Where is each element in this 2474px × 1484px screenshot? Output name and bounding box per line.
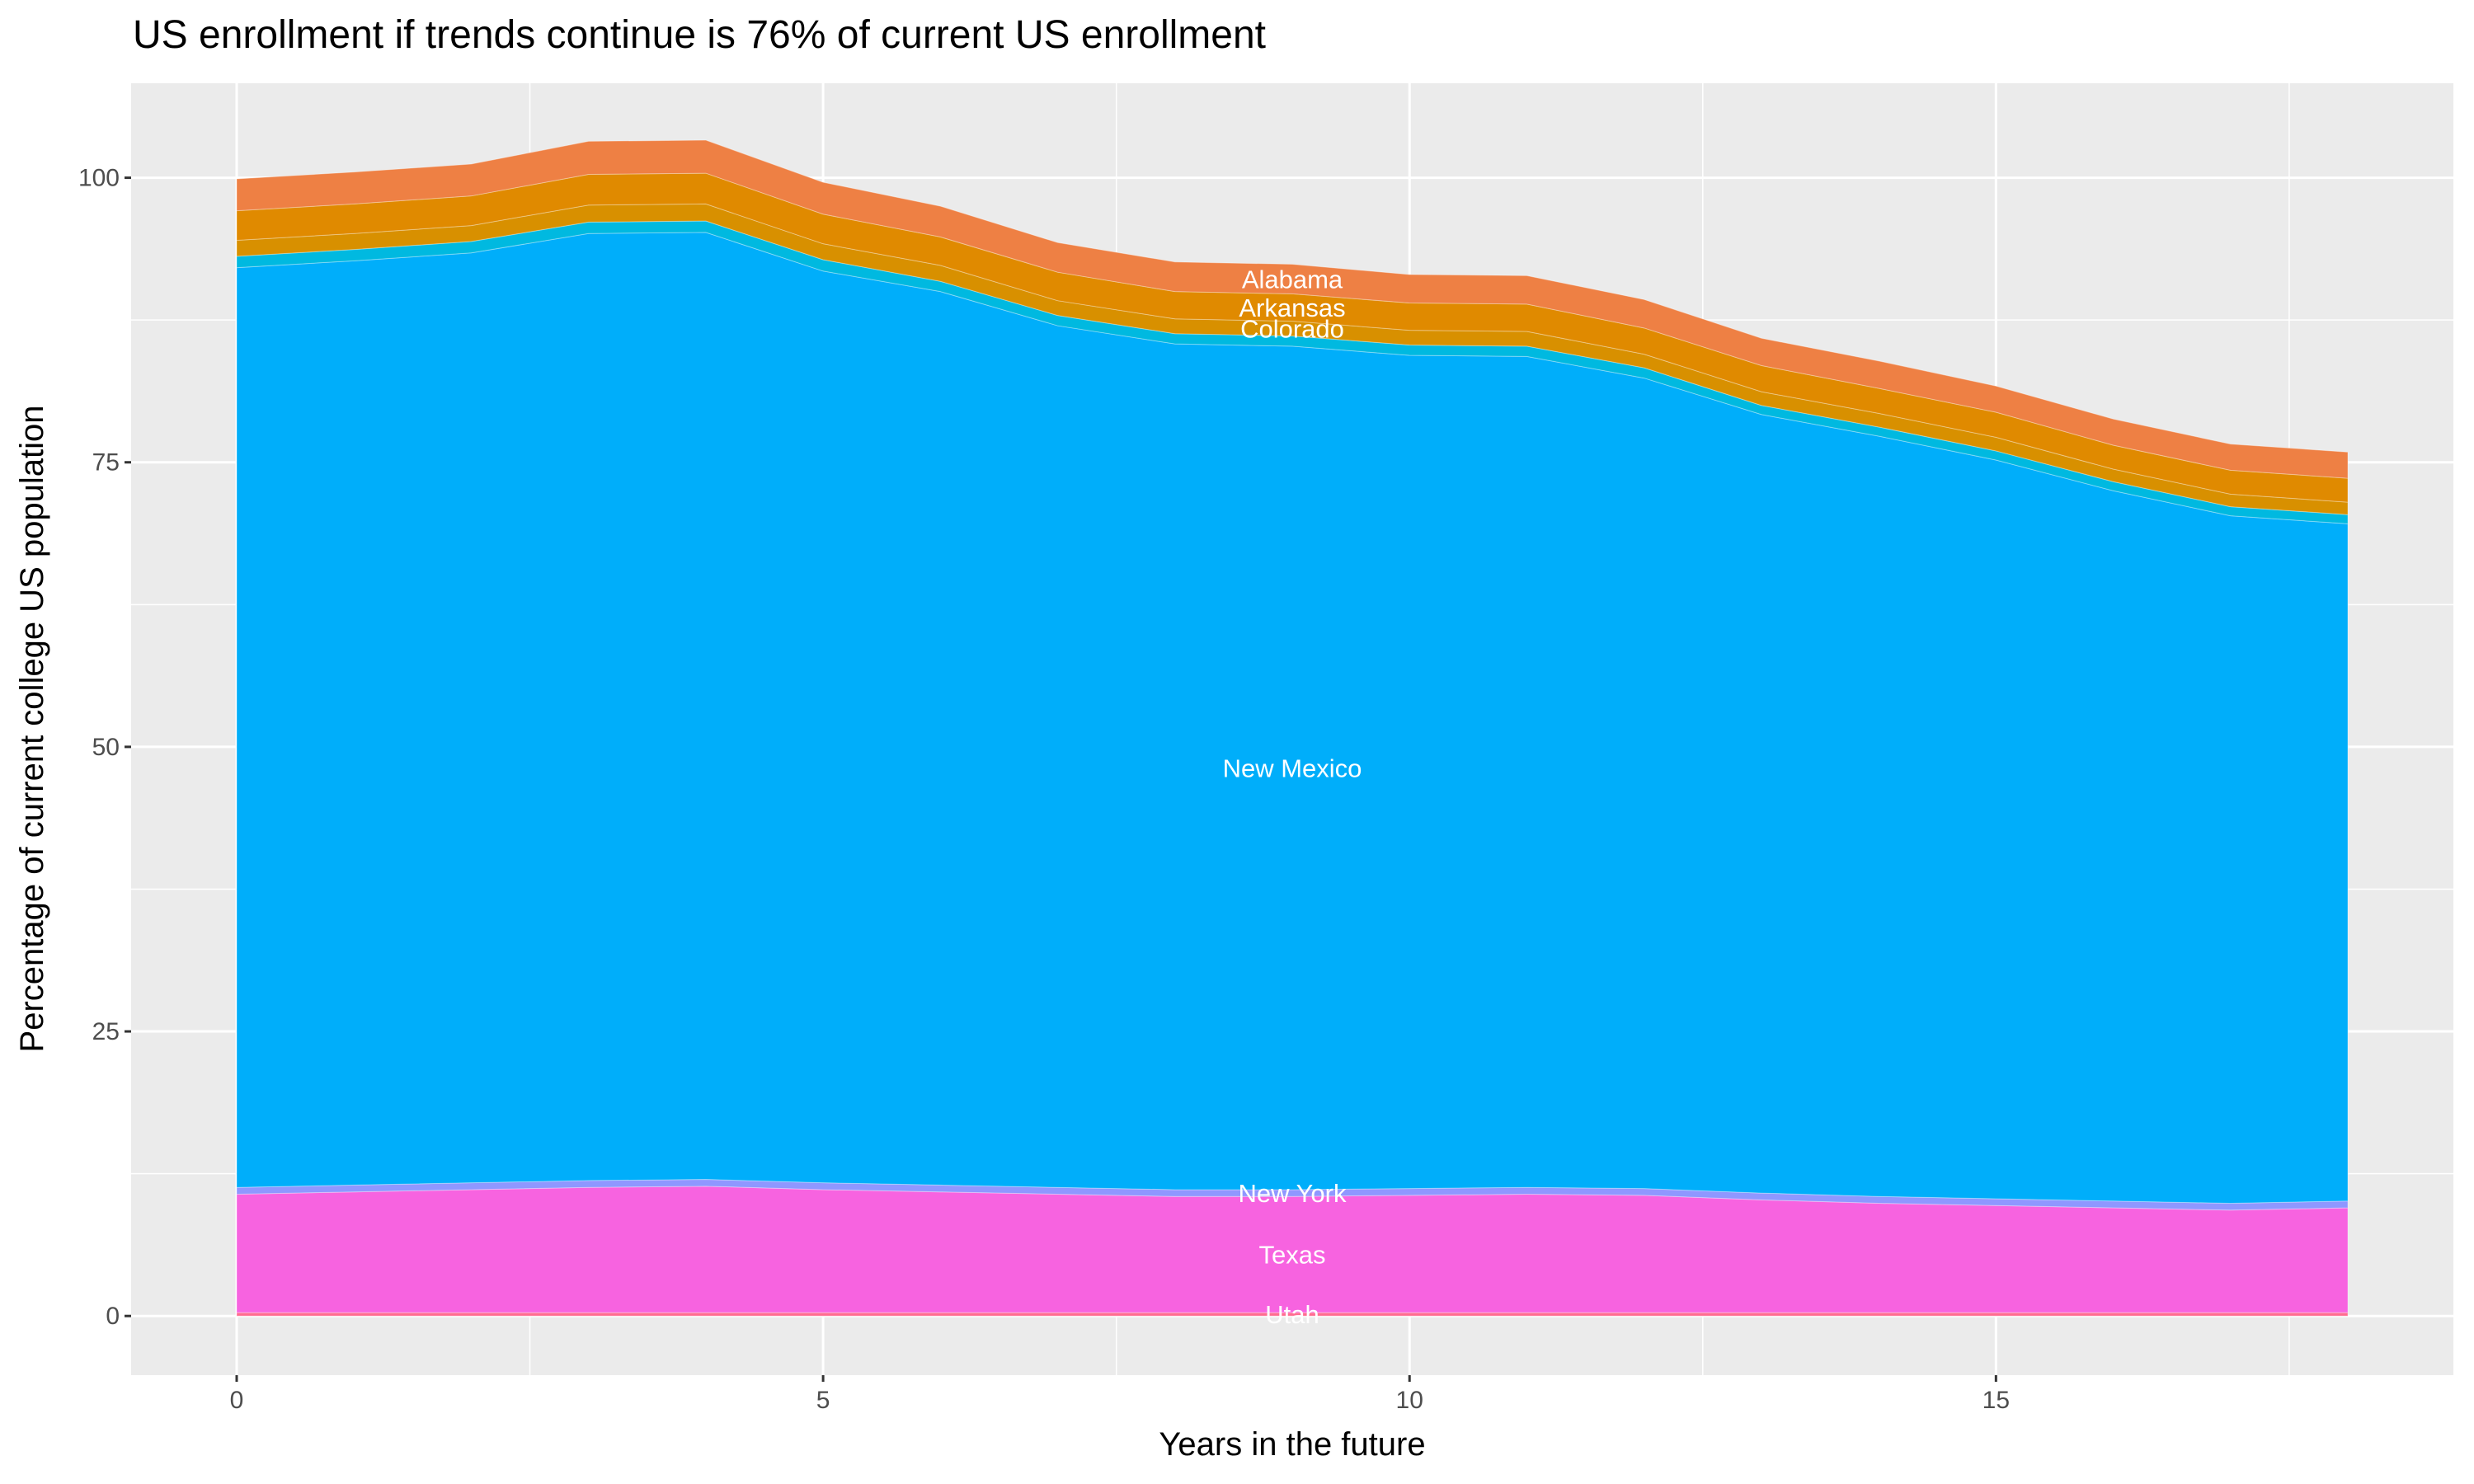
series-label-alabama: Alabama bbox=[1242, 265, 1343, 294]
y-tick-label: 100 bbox=[78, 165, 120, 192]
area-layers bbox=[236, 139, 2349, 1317]
x-tick-label: 5 bbox=[816, 1387, 830, 1414]
series-labels: Utah Texas New York New Mexico ColoradoArkan… bbox=[1223, 265, 1362, 1329]
x-axis-title: Years in the future bbox=[1159, 1426, 1425, 1463]
area-new-york bbox=[236, 1179, 2349, 1211]
y-tick-label: 0 bbox=[106, 1303, 120, 1330]
y-tick-label: 25 bbox=[92, 1018, 120, 1045]
area-alabama bbox=[236, 139, 2349, 479]
x-tick-label: 0 bbox=[230, 1387, 244, 1414]
series-label-colorado: Colorado bbox=[1240, 315, 1344, 344]
x-tick-label: 10 bbox=[1396, 1387, 1423, 1414]
x-tick-label: 15 bbox=[1982, 1387, 2010, 1414]
area-utah bbox=[236, 1312, 2349, 1317]
series-label-new-mexico: New Mexico bbox=[1223, 754, 1362, 782]
series-label-arkansas: Arkansas bbox=[1239, 294, 1345, 322]
area-new-mexico bbox=[236, 232, 2349, 1205]
area-unlabeled bbox=[236, 220, 2349, 524]
axes: 0 5 10 15 0 25 50 75 100 bbox=[78, 165, 2010, 1414]
y-tick-label: 50 bbox=[92, 734, 120, 761]
chart-title: US enrollment if trends continue is 76% … bbox=[133, 13, 1266, 57]
area-colorado bbox=[236, 203, 2349, 515]
series-label-new-york: New York bbox=[1239, 1179, 1347, 1208]
y-tick-label: 75 bbox=[92, 449, 120, 477]
series-label-texas: Texas bbox=[1259, 1241, 1326, 1270]
y-axis-title: Percentage of current college US populat… bbox=[14, 406, 50, 1053]
series-label-utah: Utah bbox=[1265, 1300, 1319, 1329]
